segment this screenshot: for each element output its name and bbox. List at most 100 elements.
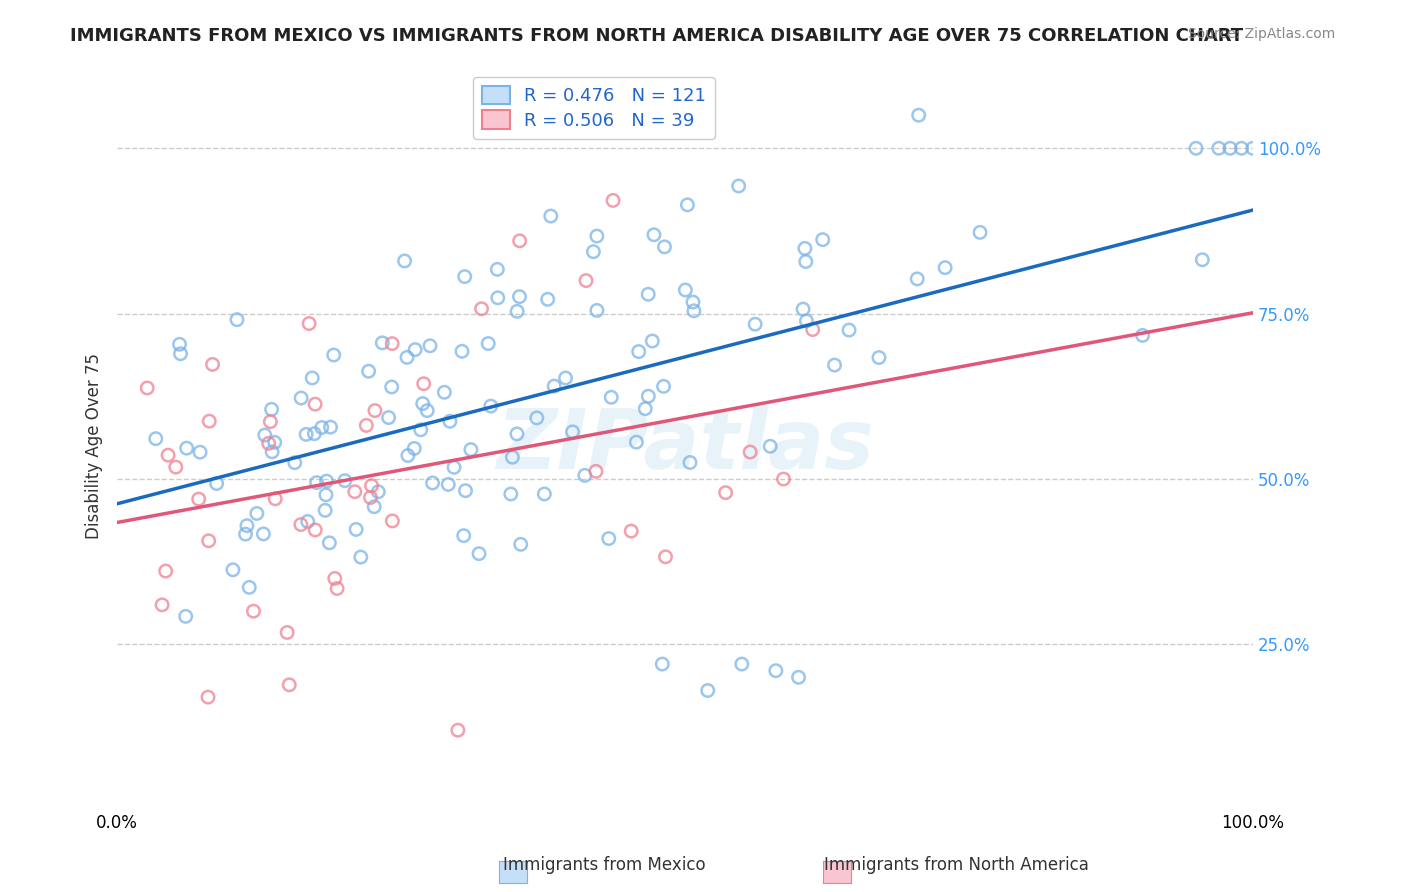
Point [412, 376, 434, 391]
Point [264, 491, 287, 506]
Point [260, 402, 283, 417]
Point [585, 464, 607, 478]
Point [364, 403, 387, 417]
Point [744, 317, 766, 331]
Point [561, 425, 583, 439]
Point [236, 518, 259, 533]
Point [315, 488, 337, 502]
Point [257, 436, 280, 450]
Point [905, 272, 928, 286]
Point [731, 657, 754, 671]
Point [679, 456, 702, 470]
Point [479, 399, 502, 413]
Point [396, 449, 419, 463]
Point [409, 423, 432, 437]
Point [322, 348, 344, 362]
Point [235, 527, 257, 541]
Y-axis label: Disability Age Over 75: Disability Age Over 75 [86, 353, 103, 539]
Point [453, 529, 475, 543]
Point [150, 598, 173, 612]
Point [301, 371, 323, 385]
Point [486, 262, 509, 277]
Point [395, 351, 418, 365]
Point [508, 290, 530, 304]
Point [174, 609, 197, 624]
Point [305, 475, 328, 490]
Point [404, 343, 426, 357]
Point [326, 582, 349, 596]
Point [509, 234, 531, 248]
Point [506, 304, 529, 318]
Point [537, 293, 560, 307]
Point [533, 487, 555, 501]
Point [419, 339, 441, 353]
Point [586, 229, 609, 244]
Point [934, 260, 956, 275]
Point [595, 108, 617, 122]
Point [1219, 141, 1241, 155]
Point [381, 380, 404, 394]
Point [360, 479, 382, 493]
Point [416, 403, 439, 417]
Point [381, 336, 404, 351]
Point [145, 432, 167, 446]
Point [169, 337, 191, 351]
Point [298, 317, 321, 331]
Point [304, 426, 326, 441]
Point [727, 179, 749, 194]
Point [304, 523, 326, 537]
Text: Source: ZipAtlas.com: Source: ZipAtlas.com [1188, 27, 1336, 41]
Point [304, 397, 326, 411]
Point [198, 414, 221, 428]
Point [654, 549, 676, 564]
Point [412, 396, 434, 410]
Point [443, 460, 465, 475]
Point [253, 428, 276, 442]
Point [792, 302, 814, 317]
Point [643, 227, 665, 242]
Point [509, 537, 531, 551]
Point [350, 550, 373, 565]
Point [433, 385, 456, 400]
Point [284, 456, 307, 470]
Point [824, 358, 846, 372]
Point [651, 657, 673, 671]
Point [868, 351, 890, 365]
Text: Immigrants from North America: Immigrants from North America [824, 856, 1088, 874]
Point [540, 209, 562, 223]
Point [627, 344, 650, 359]
Point [323, 571, 346, 585]
Point [575, 274, 598, 288]
Point [278, 678, 301, 692]
Point [811, 233, 834, 247]
Point [554, 371, 576, 385]
Point [451, 344, 474, 359]
Point [1230, 141, 1253, 155]
Point [394, 254, 416, 268]
Point [641, 334, 664, 348]
Point [676, 198, 699, 212]
Point [907, 108, 929, 122]
Point [460, 442, 482, 457]
Text: ZIPatlas: ZIPatlas [496, 405, 875, 486]
Point [363, 500, 385, 514]
Point [600, 390, 623, 404]
Point [454, 483, 477, 498]
Point [1208, 141, 1230, 155]
Point [242, 604, 264, 618]
Point [454, 269, 477, 284]
Point [262, 444, 284, 458]
Point [297, 515, 319, 529]
Point [246, 507, 269, 521]
Point [1132, 328, 1154, 343]
Point [290, 517, 312, 532]
Point [574, 468, 596, 483]
Point [176, 441, 198, 455]
Point [197, 533, 219, 548]
Point [343, 484, 366, 499]
Point [381, 514, 404, 528]
Point [157, 448, 180, 462]
Point [598, 532, 620, 546]
Text: IMMIGRANTS FROM MEXICO VS IMMIGRANTS FROM NORTH AMERICA DISABILITY AGE OVER 75 C: IMMIGRANTS FROM MEXICO VS IMMIGRANTS FRO… [70, 27, 1243, 45]
Point [634, 401, 657, 416]
